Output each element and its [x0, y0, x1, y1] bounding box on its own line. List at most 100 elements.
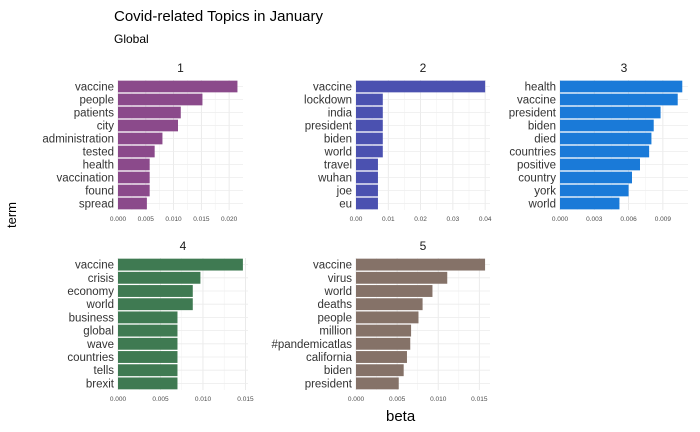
bar-5-california — [356, 351, 407, 363]
term-label: world — [324, 286, 352, 298]
facet-strip-label: 2 — [420, 61, 427, 75]
bar-2-india — [356, 106, 383, 119]
bar-1-tested — [118, 145, 155, 158]
term-label: died — [534, 134, 556, 146]
bar-2-eu — [356, 197, 378, 210]
x-tick-label: 0.003 — [586, 216, 603, 223]
term-label: california — [306, 352, 353, 364]
bar-3-positive — [560, 158, 640, 171]
term-label: health — [525, 82, 556, 94]
bar-1-patients — [118, 106, 181, 119]
term-label: president — [305, 121, 353, 133]
term-label: world — [528, 199, 556, 211]
term-label: vaccine — [313, 260, 352, 272]
term-label: president — [509, 108, 557, 120]
bar-3-country — [560, 171, 632, 184]
bar-1-people — [118, 93, 203, 106]
x-tick-label: 0.005 — [138, 216, 155, 223]
chart-title: Covid-related Topics in January — [114, 8, 323, 25]
x-axis-label: beta — [386, 408, 416, 425]
term-label: global — [83, 326, 114, 338]
term-label: vaccine — [75, 260, 114, 272]
bar-4-brexit — [118, 377, 178, 390]
term-label: joe — [336, 186, 352, 198]
term-label: tells — [94, 365, 115, 377]
facet-strip-label: 1 — [177, 61, 184, 75]
x-tick-label: 0.015 — [193, 216, 210, 223]
bar-1-city — [118, 119, 178, 132]
term-label: virus — [328, 273, 353, 285]
bar-4-tells — [118, 364, 178, 377]
bar-2-lockdown — [356, 93, 383, 106]
term-label: city — [97, 121, 115, 133]
x-tick-label: 0.010 — [195, 396, 212, 403]
term-label: india — [328, 108, 353, 120]
bar-4-countries — [118, 351, 178, 363]
bar-3-died — [560, 132, 652, 145]
term-label: biden — [324, 134, 352, 146]
x-tick-label: 0.03 — [447, 216, 460, 223]
term-label: patients — [74, 108, 115, 120]
term-label: vaccination — [56, 173, 114, 185]
x-tick-label: 0.000 — [552, 216, 569, 223]
x-tick-label: 0.000 — [110, 396, 127, 403]
x-tick-label: 0.000 — [110, 216, 127, 223]
bar-5-virus — [356, 271, 448, 284]
bar-2-president — [356, 119, 383, 132]
bar-3-vaccine — [560, 93, 678, 106]
bar-2-biden — [356, 132, 383, 145]
bar-5-#pandemicatlas — [356, 337, 411, 350]
term-label: eu — [339, 199, 352, 211]
bar-3-world — [560, 197, 620, 210]
term-label: york — [534, 186, 556, 198]
bar-4-crisis — [118, 271, 201, 284]
bar-1-vaccination — [118, 171, 150, 184]
term-label: country — [518, 173, 556, 185]
term-label: countries — [509, 147, 556, 159]
term-label: biden — [324, 365, 352, 377]
bar-4-business — [118, 311, 178, 324]
x-tick-label: 0.009 — [655, 216, 672, 223]
bar-3-biden — [560, 119, 654, 132]
bar-2-vaccine — [356, 80, 486, 93]
x-tick-label: 0.02 — [414, 216, 427, 223]
bar-5-vaccine — [356, 258, 486, 271]
term-label: wave — [86, 339, 114, 351]
x-tick-label: 0.015 — [237, 396, 254, 403]
term-label: vaccine — [313, 82, 352, 94]
bar-2-wuhan — [356, 171, 378, 184]
term-label: biden — [528, 121, 556, 133]
x-tick-label: 0.000 — [348, 396, 365, 403]
x-tick-label: 0.04 — [479, 216, 492, 223]
term-label: vaccine — [517, 95, 556, 107]
term-label: positive — [517, 160, 556, 172]
x-tick-label: 0.00 — [350, 216, 363, 223]
bar-3-york — [560, 184, 629, 197]
bar-4-world — [118, 298, 193, 311]
bar-5-deaths — [356, 298, 423, 311]
term-label: wuhan — [317, 173, 352, 185]
bar-1-found — [118, 184, 150, 197]
term-label: vaccine — [75, 82, 114, 94]
bar-1-spread — [118, 197, 147, 210]
x-tick-label: 0.010 — [430, 396, 447, 403]
bar-3-countries — [560, 145, 650, 158]
bar-1-administration — [118, 132, 163, 145]
term-label: travel — [324, 160, 352, 172]
x-tick-label: 0.020 — [221, 216, 238, 223]
bar-5-biden — [356, 364, 404, 377]
term-label: deaths — [317, 299, 352, 311]
bar-4-vaccine — [118, 258, 243, 271]
bar-5-million — [356, 324, 412, 337]
bar-3-health — [560, 80, 683, 93]
bar-1-vaccine — [118, 80, 238, 93]
facet-strip-label: 4 — [180, 239, 187, 253]
term-label: world — [86, 299, 114, 311]
facet-strip-label: 5 — [420, 239, 427, 253]
term-label: tested — [83, 147, 114, 159]
bar-4-economy — [118, 285, 193, 297]
bar-1-health — [118, 158, 150, 171]
term-label: spread — [79, 199, 114, 211]
bar-4-global — [118, 324, 178, 337]
